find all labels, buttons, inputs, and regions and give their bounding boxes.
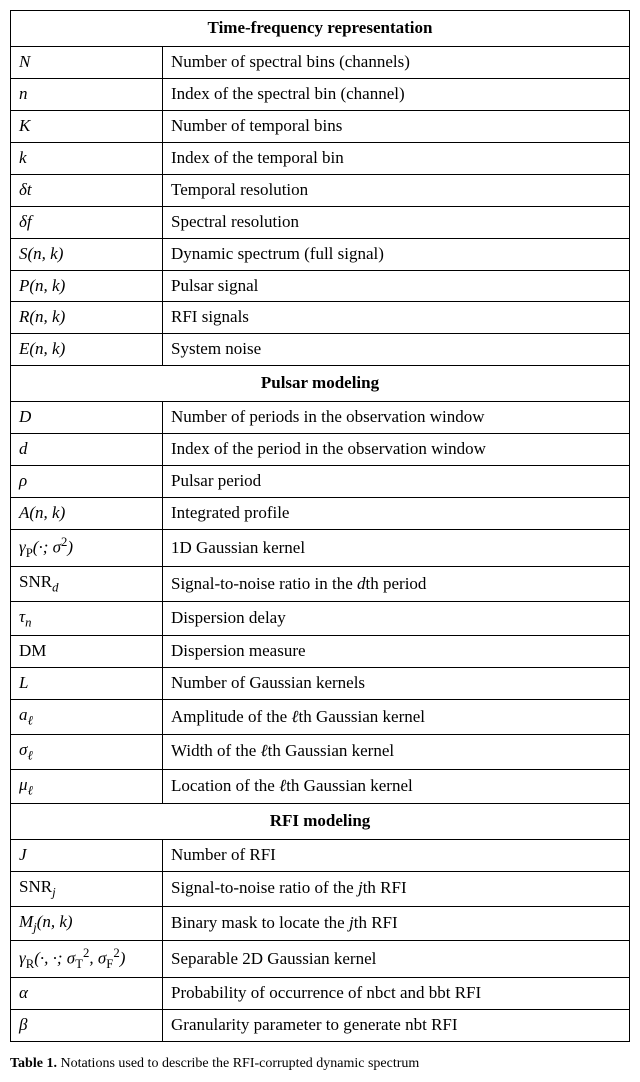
description-cell: Number of periods in the observation win… (163, 402, 630, 434)
description-cell: Pulsar signal (163, 270, 630, 302)
table-row: DMDispersion measure (11, 636, 630, 668)
symbol-cell: μℓ (11, 769, 163, 804)
table-row: τnDispersion delay (11, 601, 630, 636)
symbol-cell: K (11, 110, 163, 142)
symbol-cell: α (11, 978, 163, 1010)
description-cell: Width of the ℓth Gaussian kernel (163, 734, 630, 769)
symbol-cell: A(n, k) (11, 498, 163, 530)
caption-prefix: Table 1. (10, 1056, 57, 1071)
description-cell: Dispersion measure (163, 636, 630, 668)
table-row: Mj(n, k)Binary mask to locate the jth RF… (11, 906, 630, 941)
description-cell: Spectral resolution (163, 206, 630, 238)
table-row: αProbability of occurrence of nbct and b… (11, 978, 630, 1010)
symbol-cell: DM (11, 636, 163, 668)
table-row: KNumber of temporal bins (11, 110, 630, 142)
symbol-cell: L (11, 668, 163, 700)
table-row: βGranularity parameter to generate nbt R… (11, 1010, 630, 1042)
section-header: RFI modeling (11, 804, 630, 840)
description-cell: Temporal resolution (163, 174, 630, 206)
section-header: Time-frequency representation (11, 11, 630, 47)
table-row: σℓWidth of the ℓth Gaussian kernel (11, 734, 630, 769)
description-cell: Binary mask to locate the jth RFI (163, 906, 630, 941)
description-cell: Amplitude of the ℓth Gaussian kernel (163, 700, 630, 735)
description-cell: System noise (163, 334, 630, 366)
symbol-cell: ρ (11, 466, 163, 498)
table-row: kIndex of the temporal bin (11, 142, 630, 174)
symbol-cell: J (11, 840, 163, 872)
description-cell: Number of RFI (163, 840, 630, 872)
table-row: SNRdSignal-to-noise ratio in the dth per… (11, 567, 630, 602)
description-cell: Pulsar period (163, 466, 630, 498)
symbol-cell: aℓ (11, 700, 163, 735)
description-cell: Index of the period in the observation w… (163, 434, 630, 466)
description-cell: Index of the spectral bin (channel) (163, 78, 630, 110)
symbol-cell: d (11, 434, 163, 466)
symbol-cell: R(n, k) (11, 302, 163, 334)
symbol-cell: E(n, k) (11, 334, 163, 366)
table-row: E(n, k)System noise (11, 334, 630, 366)
table-row: ρPulsar period (11, 466, 630, 498)
table-row: R(n, k)RFI signals (11, 302, 630, 334)
description-cell: 1D Gaussian kernel (163, 530, 630, 567)
caption-rest: Notations used to describe the RFI-corru… (57, 1056, 419, 1071)
table-row: dIndex of the period in the observation … (11, 434, 630, 466)
description-cell: Probability of occurrence of nbct and bb… (163, 978, 630, 1010)
symbol-cell: τn (11, 601, 163, 636)
table-row: δfSpectral resolution (11, 206, 630, 238)
description-cell: Dispersion delay (163, 601, 630, 636)
description-cell: Number of spectral bins (channels) (163, 46, 630, 78)
description-cell: Signal-to-noise ratio of the jth RFI (163, 871, 630, 906)
table-row: S(n, k)Dynamic spectrum (full signal) (11, 238, 630, 270)
symbol-cell: Mj(n, k) (11, 906, 163, 941)
table-row: A(n, k)Integrated profile (11, 498, 630, 530)
description-cell: Location of the ℓth Gaussian kernel (163, 769, 630, 804)
symbol-cell: σℓ (11, 734, 163, 769)
symbol-cell: k (11, 142, 163, 174)
symbol-cell: D (11, 402, 163, 434)
description-cell: Number of temporal bins (163, 110, 630, 142)
symbol-cell: S(n, k) (11, 238, 163, 270)
table-row: LNumber of Gaussian kernels (11, 668, 630, 700)
description-cell: Granularity parameter to generate nbt RF… (163, 1010, 630, 1042)
symbol-cell: δf (11, 206, 163, 238)
description-cell: Signal-to-noise ratio in the dth period (163, 567, 630, 602)
description-cell: Number of Gaussian kernels (163, 668, 630, 700)
symbol-cell: β (11, 1010, 163, 1042)
table-row: aℓAmplitude of the ℓth Gaussian kernel (11, 700, 630, 735)
symbol-cell: SNRd (11, 567, 163, 602)
table-row: γP(·; σ2)1D Gaussian kernel (11, 530, 630, 567)
table-row: μℓLocation of the ℓth Gaussian kernel (11, 769, 630, 804)
notation-table: Time-frequency representationNNumber of … (10, 10, 630, 1042)
table-row: JNumber of RFI (11, 840, 630, 872)
description-cell: Dynamic spectrum (full signal) (163, 238, 630, 270)
description-cell: Integrated profile (163, 498, 630, 530)
table-row: nIndex of the spectral bin (channel) (11, 78, 630, 110)
table-row: DNumber of periods in the observation wi… (11, 402, 630, 434)
table-row: P(n, k)Pulsar signal (11, 270, 630, 302)
table-row: SNRjSignal-to-noise ratio of the jth RFI (11, 871, 630, 906)
description-cell: RFI signals (163, 302, 630, 334)
symbol-cell: γP(·; σ2) (11, 530, 163, 567)
symbol-cell: δt (11, 174, 163, 206)
description-cell: Separable 2D Gaussian kernel (163, 941, 630, 978)
symbol-cell: P(n, k) (11, 270, 163, 302)
symbol-cell: SNRj (11, 871, 163, 906)
symbol-cell: n (11, 78, 163, 110)
description-cell: Index of the temporal bin (163, 142, 630, 174)
table-caption: Table 1. Notations used to describe the … (10, 1056, 630, 1072)
symbol-cell: N (11, 46, 163, 78)
symbol-cell: γR(·, ·; σT2, σF2) (11, 941, 163, 978)
table-row: δtTemporal resolution (11, 174, 630, 206)
section-header: Pulsar modeling (11, 366, 630, 402)
table-row: NNumber of spectral bins (channels) (11, 46, 630, 78)
table-row: γR(·, ·; σT2, σF2)Separable 2D Gaussian … (11, 941, 630, 978)
